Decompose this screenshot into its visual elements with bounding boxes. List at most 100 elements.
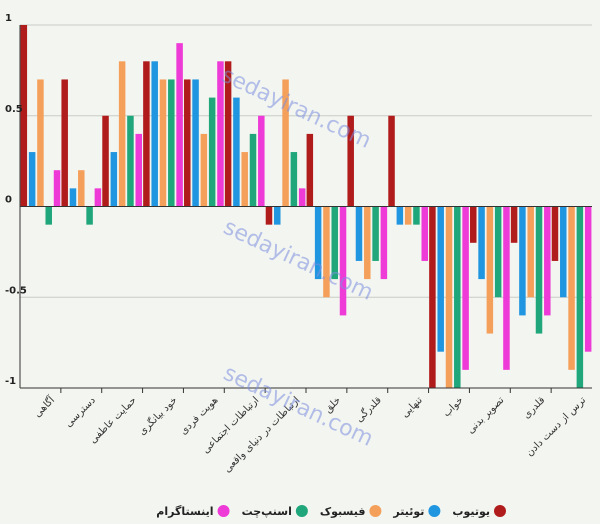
bar xyxy=(494,206,502,298)
bar xyxy=(184,79,191,207)
y-tick-label: -1 xyxy=(5,376,16,387)
bar xyxy=(339,206,347,316)
axes xyxy=(19,25,592,393)
bar xyxy=(53,170,61,207)
bar xyxy=(110,152,118,207)
bar xyxy=(510,206,518,243)
x-tick-label: هویت فردی xyxy=(178,395,220,437)
bar xyxy=(78,170,85,207)
bar xyxy=(568,206,575,370)
bar xyxy=(37,79,44,207)
bar xyxy=(118,61,126,207)
legend-label: توئیتر xyxy=(392,505,424,518)
legend-swatch xyxy=(494,505,506,517)
bar xyxy=(347,115,354,207)
bar xyxy=(478,206,485,280)
bar xyxy=(584,206,592,352)
bar xyxy=(503,206,510,370)
bar xyxy=(45,206,52,225)
bar xyxy=(486,206,494,334)
y-tick-label: 1 xyxy=(5,13,12,24)
bar xyxy=(445,206,453,388)
bar xyxy=(127,115,134,207)
bar xyxy=(519,206,526,316)
bar xyxy=(69,188,77,207)
y-tick-label: -0.5 xyxy=(5,285,27,296)
bar xyxy=(86,206,93,225)
x-tick-label: تصویر بدنی xyxy=(465,395,506,436)
bar xyxy=(200,133,208,207)
watermark: sedayiran.com xyxy=(219,215,376,306)
bar xyxy=(421,206,428,261)
y-tick-label: 0.5 xyxy=(5,104,23,115)
bar xyxy=(249,133,257,207)
bar xyxy=(396,206,404,225)
bar xyxy=(355,206,363,261)
bar xyxy=(306,133,314,207)
legend-swatch xyxy=(428,505,441,517)
bar xyxy=(454,206,461,388)
bar xyxy=(527,206,534,298)
y-tick-label: 0 xyxy=(5,195,12,206)
bar xyxy=(143,61,150,207)
bar xyxy=(323,206,330,298)
x-tick-label: قلدری xyxy=(521,395,547,421)
bar xyxy=(282,79,289,207)
bar xyxy=(20,25,28,207)
bar xyxy=(314,206,322,280)
bar xyxy=(102,115,109,207)
legend-swatch xyxy=(369,505,382,517)
bar xyxy=(404,206,412,225)
bar xyxy=(192,79,199,207)
bar xyxy=(290,152,298,207)
watermark: sedayiran.com xyxy=(217,63,374,154)
bar xyxy=(94,188,102,207)
legend-label: اسنپ‌چت xyxy=(242,505,292,518)
bar xyxy=(217,61,224,207)
bar xyxy=(208,97,216,207)
bar xyxy=(233,97,240,207)
bar xyxy=(429,206,436,388)
bar xyxy=(135,133,142,207)
legend-swatch xyxy=(217,505,230,517)
bar xyxy=(437,206,444,352)
x-tick-label: تنهایی xyxy=(400,395,425,420)
bar xyxy=(28,152,36,207)
legend-label: یوتیوب xyxy=(452,505,490,518)
bar xyxy=(159,79,167,207)
bar xyxy=(258,115,265,207)
bar xyxy=(470,206,477,243)
bar xyxy=(176,43,183,207)
legend-label: فیسبوک xyxy=(320,505,366,518)
bar xyxy=(331,206,338,280)
bar xyxy=(560,206,567,298)
bar xyxy=(462,206,469,370)
bar xyxy=(551,206,559,261)
bar xyxy=(544,206,551,316)
bar xyxy=(168,79,175,207)
x-tick-label: خواب xyxy=(441,395,465,419)
bar xyxy=(535,206,543,334)
legend-swatch xyxy=(295,505,308,517)
bar xyxy=(388,115,395,207)
y-tick-labels: 1 0.5 0 -0.5 -1 xyxy=(5,13,27,387)
bar xyxy=(151,61,158,207)
legend: یوتیوب توئیتر فیسبوک اسنپ‌چت اینستاگرام xyxy=(156,505,506,518)
bar xyxy=(241,152,248,207)
x-tick-label: خود بیانگری xyxy=(136,394,179,437)
bar xyxy=(274,206,281,225)
bar xyxy=(380,206,388,280)
legend-label: اینستاگرام xyxy=(156,505,213,518)
x-tick-label: دسترسی xyxy=(63,395,98,430)
bar xyxy=(265,206,273,225)
bars xyxy=(20,25,592,388)
x-tick-label: آگاهی xyxy=(31,393,58,420)
bar xyxy=(224,61,232,207)
bar xyxy=(413,206,420,225)
bar xyxy=(364,206,371,280)
bar xyxy=(61,79,68,207)
bar xyxy=(372,206,379,261)
bar xyxy=(576,206,584,388)
